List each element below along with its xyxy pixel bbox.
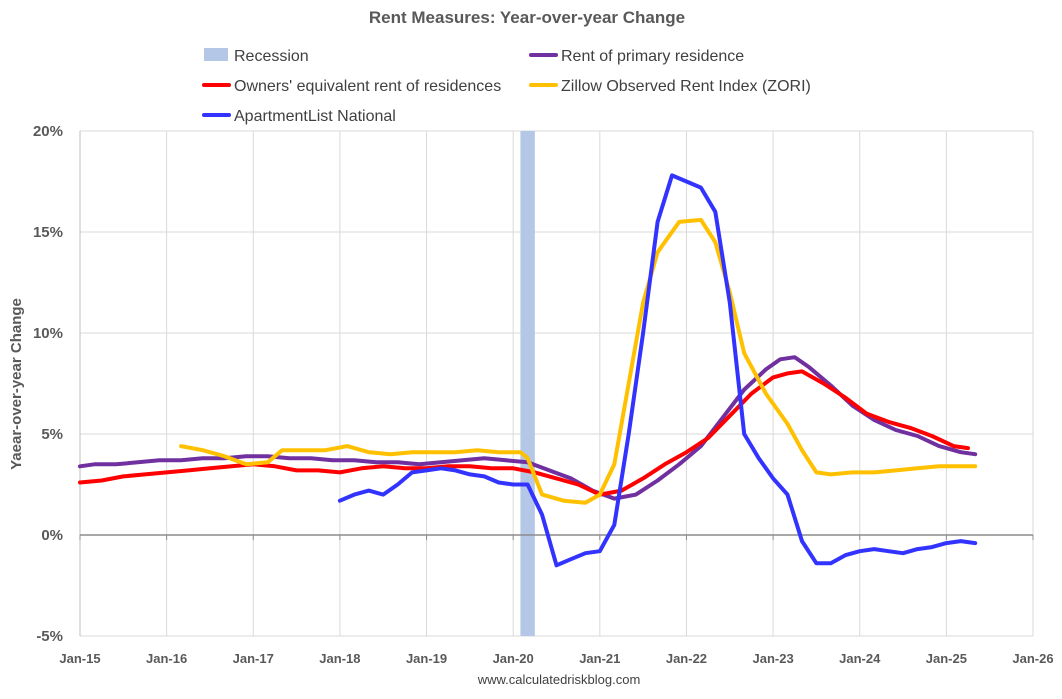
recession-band-layer [520, 131, 535, 636]
legend-swatch-recession [204, 48, 228, 61]
x-tick-label: Jan-17 [233, 651, 274, 666]
x-tick-label: Jan-15 [59, 651, 100, 666]
y-tick-label: 15% [33, 224, 63, 241]
legend-item-recession: Recession [204, 48, 309, 65]
y-axis-ticks: -5% 0% 5% 10% 15% 20% [33, 123, 63, 645]
legend: Recession Rent of primary residence Owne… [202, 48, 811, 125]
legend-label-recession: Recession [234, 48, 309, 65]
legend-item-oer: Owners' equivalent rent of residences [202, 78, 501, 95]
legend-item-rent-primary: Rent of primary residence [529, 48, 744, 65]
legend-label-apartmentlist: ApartmentList National [234, 108, 396, 125]
x-tick-label: Jan-19 [406, 651, 447, 666]
series-line-zillow-observed-rent-index-zori [179, 217, 978, 505]
y-tick-label: 20% [33, 123, 63, 140]
x-tick-label: Jan-21 [579, 651, 620, 666]
y-tick-label: 0% [41, 527, 63, 544]
chart-title: Rent Measures: Year-over-year Change [369, 8, 685, 27]
series-line-apartmentlist-national [337, 173, 978, 568]
x-tick-label: Jan-20 [493, 651, 534, 666]
legend-label-rent-primary: Rent of primary residence [561, 48, 744, 65]
x-tick-label: Jan-23 [752, 651, 793, 666]
series-lines [78, 173, 978, 568]
x-tick-label: Jan-26 [1012, 651, 1053, 666]
x-tick-label: Jan-24 [839, 651, 881, 666]
grid [80, 130, 1034, 637]
y-tick-label: 5% [41, 426, 63, 443]
y-tick-label: -5% [36, 628, 63, 645]
recession-band [520, 131, 535, 636]
axes [79, 131, 1034, 636]
x-axis-ticks: Jan-15 Jan-16 Jan-17 Jan-18 Jan-19 Jan-20 Jan-… [59, 651, 1053, 666]
y-tick-label: 10% [33, 325, 63, 342]
legend-item-zori: Zillow Observed Rent Index (ZORI) [529, 78, 811, 95]
legend-item-apartmentlist: ApartmentList National [202, 108, 396, 125]
x-tick-label: Jan-18 [319, 651, 360, 666]
x-tick-label: Jan-16 [146, 651, 187, 666]
source-credit: www.calculatedriskblog.com [477, 672, 641, 687]
legend-label-oer: Owners' equivalent rent of residences [234, 78, 501, 95]
x-tick-label: Jan-25 [926, 651, 967, 666]
y-axis-label: Yaear-over-year Change [8, 298, 25, 470]
legend-label-zori: Zillow Observed Rent Index (ZORI) [561, 78, 811, 95]
x-tick-label: Jan-22 [666, 651, 707, 666]
